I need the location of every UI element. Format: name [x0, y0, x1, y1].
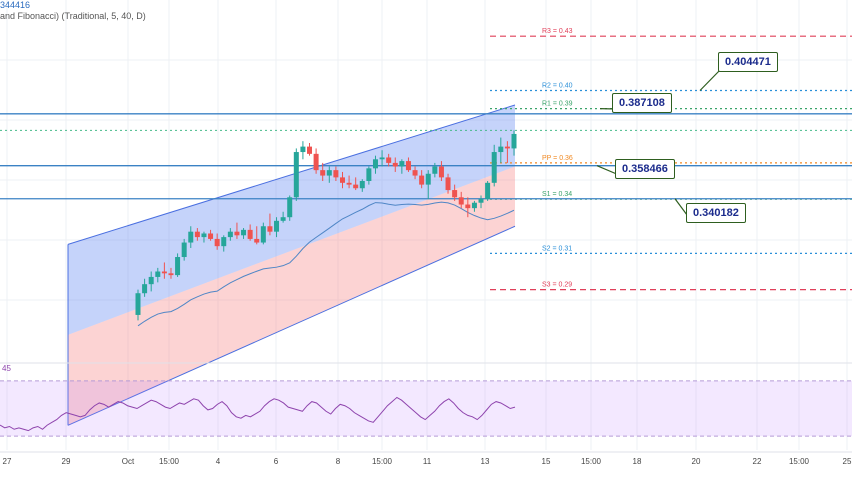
price-annotation: 0.387108 — [612, 93, 672, 113]
price-annotation: 0.358466 — [615, 159, 675, 179]
candle-body — [491, 152, 497, 183]
candle-body — [293, 152, 299, 198]
candle-body — [465, 204, 471, 209]
candle-body — [498, 146, 504, 153]
candle-body — [379, 157, 385, 160]
legend-value: 344416 — [0, 0, 31, 10]
candle-body — [458, 197, 464, 205]
x-tick-label: 29 — [62, 457, 71, 466]
channel-top-line — [67, 104, 516, 245]
moving-average-line — [137, 201, 515, 327]
x-tick-label: 11 — [423, 457, 432, 466]
candle-body — [425, 173, 431, 185]
rsi-label: 45 — [2, 364, 11, 373]
candle-body — [313, 153, 319, 171]
candle-body — [353, 184, 359, 189]
x-tick-label: 8 — [336, 457, 341, 466]
x-tick-label: 18 — [633, 457, 642, 466]
candle-body — [254, 238, 260, 243]
candle-body — [485, 182, 491, 200]
candle-body — [148, 276, 154, 285]
candle-body — [135, 293, 141, 315]
candle-body — [405, 161, 411, 171]
pivot-label: S2 = 0.31 — [542, 245, 572, 252]
candle-body — [445, 177, 451, 191]
candle-body — [161, 271, 167, 274]
candle-body — [142, 284, 148, 294]
candle-body — [287, 197, 293, 218]
candle-body — [471, 202, 477, 209]
candle-body — [504, 146, 510, 149]
candle-body — [241, 229, 247, 236]
candle-body — [339, 177, 345, 183]
candle-body — [372, 159, 378, 169]
candle-body — [432, 166, 438, 174]
x-tick-label: 15 — [542, 457, 551, 466]
x-tick-label: 25 — [843, 457, 852, 466]
candle-body — [359, 181, 365, 189]
candle-body — [227, 231, 233, 238]
candle-body — [267, 226, 273, 232]
channel-lower-fill — [68, 166, 515, 426]
candle-body — [260, 226, 266, 243]
candle-body — [366, 168, 372, 181]
candle-body — [234, 231, 240, 236]
candle-body — [280, 217, 286, 221]
candle-body — [194, 231, 200, 238]
chart-legend: 344416 and Fibonacci) (Traditional, 5, 4… — [0, 0, 146, 22]
pivot-label: S3 = 0.29 — [542, 282, 572, 289]
rsi-band — [0, 380, 852, 437]
x-tick-label: 15:00 — [789, 457, 810, 466]
pivot-label: R1 = 0.39 — [542, 101, 573, 108]
pivot-label: S1 = 0.34 — [542, 191, 572, 198]
x-tick-label: Oct — [122, 457, 135, 466]
pivot-label: R2 = 0.40 — [542, 83, 573, 90]
candle-body — [320, 170, 326, 176]
price-annotation: 0.340182 — [686, 203, 746, 223]
x-tick-label: 4 — [216, 457, 221, 466]
legend-indicator: and Fibonacci) (Traditional, 5, 40, D) — [0, 11, 146, 21]
x-tick-label: 15:00 — [581, 457, 602, 466]
candle-body — [181, 242, 187, 258]
candle-body — [346, 182, 352, 185]
channel-bottom-line — [67, 225, 516, 426]
x-tick-label: 15:00 — [159, 457, 180, 466]
candle-body — [168, 273, 174, 276]
candle-body — [307, 146, 313, 154]
price-annotation: 0.404471 — [718, 52, 778, 72]
candle-body — [333, 170, 339, 178]
candle-body — [175, 257, 181, 276]
candle-body — [326, 170, 332, 176]
x-tick-label: 27 — [3, 457, 12, 466]
x-tick-label: 20 — [692, 457, 701, 466]
candle-body — [452, 190, 458, 198]
candle-body — [247, 229, 253, 239]
candle-body — [274, 220, 280, 232]
candle-body — [399, 161, 405, 167]
x-tick-label: 6 — [274, 457, 279, 466]
candle-body — [419, 175, 425, 185]
x-tick-label: 22 — [753, 457, 762, 466]
x-tick-label: 13 — [481, 457, 490, 466]
candle-body — [221, 237, 227, 247]
x-tick-label: 15:00 — [372, 457, 393, 466]
candle-body — [478, 199, 484, 203]
candle-body — [214, 238, 220, 247]
candle-body — [412, 170, 418, 176]
candle-body — [511, 133, 517, 149]
candle-body — [300, 146, 306, 153]
candle-body — [155, 271, 161, 277]
candle-body — [208, 233, 214, 239]
candle-body — [188, 231, 194, 243]
pivot-label: PP = 0.36 — [542, 155, 573, 162]
candle-body — [386, 157, 392, 163]
candle-body — [438, 166, 444, 178]
candle-body — [201, 233, 207, 238]
pivot-label: R3 = 0.43 — [542, 28, 573, 35]
rsi-line — [0, 396, 516, 432]
candle-body — [392, 162, 398, 167]
